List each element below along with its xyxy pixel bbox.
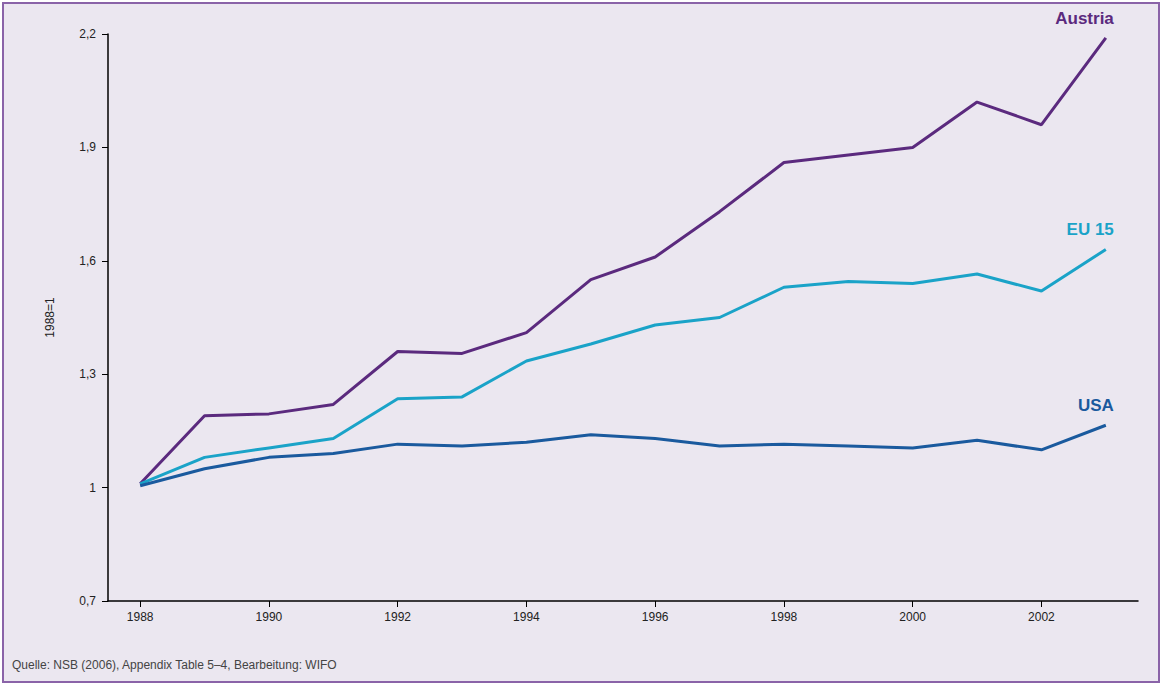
svg-text:1992: 1992: [384, 610, 411, 624]
svg-text:0,7: 0,7: [79, 594, 96, 608]
svg-text:1988=1: 1988=1: [43, 297, 57, 338]
svg-text:1996: 1996: [642, 610, 669, 624]
svg-text:1998: 1998: [771, 610, 798, 624]
svg-text:1: 1: [89, 481, 96, 495]
svg-text:1,3: 1,3: [79, 367, 96, 381]
svg-text:1990: 1990: [256, 610, 283, 624]
svg-text:2,2: 2,2: [79, 27, 96, 41]
svg-text:1988: 1988: [127, 610, 154, 624]
svg-text:Austria: Austria: [1055, 9, 1114, 28]
svg-text:EU 15: EU 15: [1067, 220, 1114, 239]
svg-text:2002: 2002: [1028, 610, 1055, 624]
svg-text:2000: 2000: [899, 610, 926, 624]
svg-text:USA: USA: [1078, 396, 1114, 415]
svg-text:1,9: 1,9: [79, 140, 96, 154]
svg-text:1,6: 1,6: [79, 254, 96, 268]
svg-text:1994: 1994: [513, 610, 540, 624]
svg-text:Quelle: NSB (2006), Appendix T: Quelle: NSB (2006), Appendix Table 5–4, …: [12, 658, 337, 672]
